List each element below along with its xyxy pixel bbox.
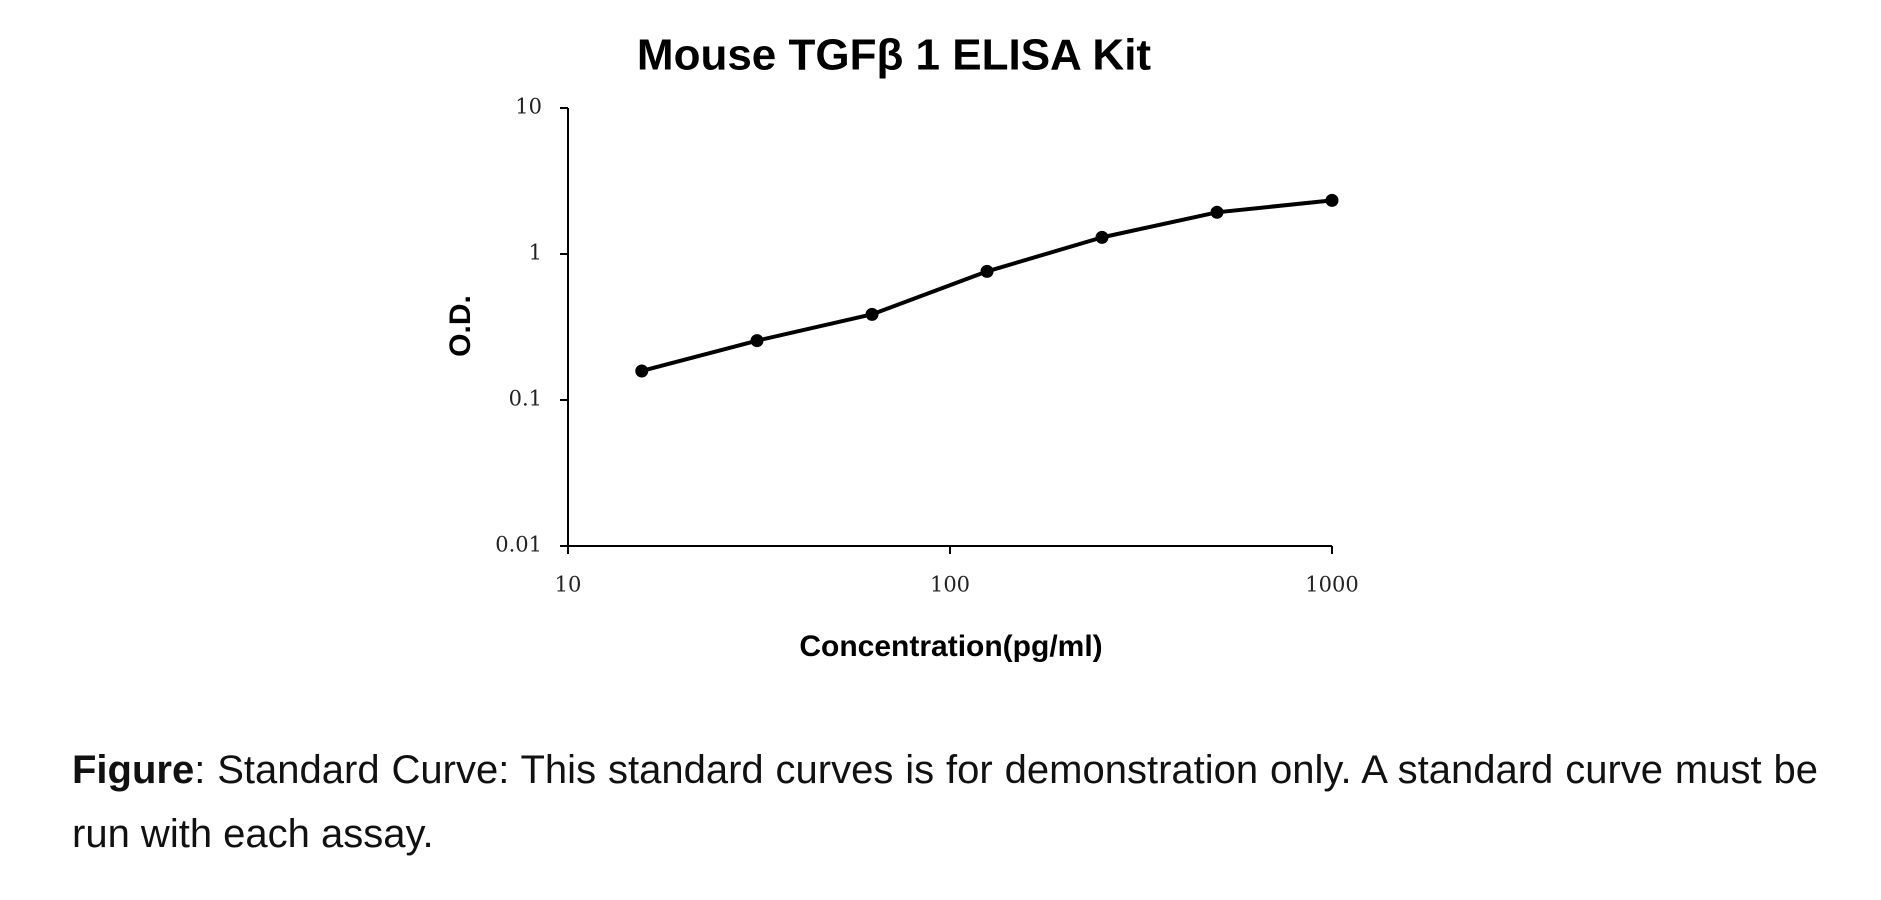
y-tick-label: 0.01 [495,533,542,557]
y-tick-label: 10 [515,95,542,119]
x-tick-label: 10 [555,573,582,597]
y-axis-label: O.D. [444,295,477,357]
data-point [865,307,879,321]
y-tick-label: 0.1 [509,387,542,411]
chart-title: Mouse TGFβ 1 ELISA Kit [637,31,1151,80]
y-tick-label: 1 [529,241,542,265]
data-point [750,334,764,348]
x-tick-label: 1000 [1305,573,1358,597]
caption-text: : Standard Curve: This standard curves i… [72,748,1818,856]
curve [641,198,1333,373]
data-point [1210,205,1224,219]
chart: Mouse TGFβ 1 ELISA Kit O.D. Concentratio… [444,31,1359,663]
x-axis-label: Concentration(pg/ml) [799,630,1102,663]
x-tick-label: 100 [930,573,970,597]
caption-label: Figure [72,748,195,792]
data-point [1325,193,1339,207]
data-point [980,264,994,278]
data-point [1095,230,1109,244]
caption: Figure: Standard Curve: This standard cu… [72,738,1818,866]
data-point [635,364,649,378]
